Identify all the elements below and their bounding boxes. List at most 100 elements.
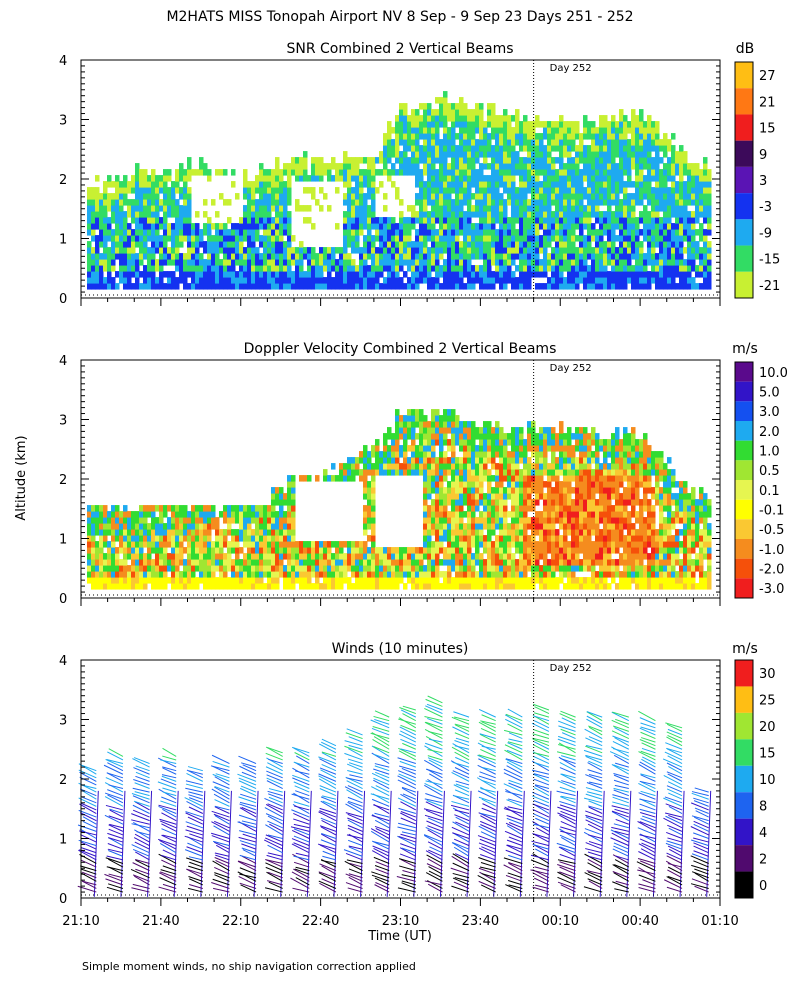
heatmap-cell xyxy=(239,265,244,272)
heatmap-cell xyxy=(435,409,440,416)
heatmap-cell xyxy=(439,253,444,260)
heatmap-cell xyxy=(175,277,180,284)
heatmap-cell xyxy=(571,121,576,128)
heatmap-cell xyxy=(651,211,656,218)
heatmap-cell xyxy=(459,247,464,254)
heatmap-cell xyxy=(343,553,348,560)
heatmap-cell xyxy=(459,553,464,560)
heatmap-cell xyxy=(223,253,228,260)
heatmap-cell xyxy=(443,241,448,248)
heatmap-cell xyxy=(203,271,208,278)
heatmap-cell xyxy=(459,463,464,470)
heatmap-cell xyxy=(379,169,384,176)
heatmap-cell xyxy=(351,565,356,572)
heatmap-cell xyxy=(303,541,308,548)
heatmap-cell xyxy=(155,223,160,230)
heatmap-cell xyxy=(427,235,432,242)
heatmap-cell xyxy=(595,163,600,170)
heatmap-cell xyxy=(407,409,412,416)
heatmap-cell xyxy=(319,541,324,548)
heatmap-cell xyxy=(183,283,188,290)
heatmap-cell xyxy=(515,133,520,140)
heatmap-cell xyxy=(603,217,608,224)
heatmap-cell xyxy=(483,235,488,242)
heatmap-cell xyxy=(511,241,516,248)
heatmap-cell xyxy=(527,217,532,224)
heatmap-cell xyxy=(111,277,116,284)
heatmap-cell xyxy=(283,241,288,248)
heatmap-cell xyxy=(103,217,108,224)
heatmap-cell xyxy=(471,133,476,140)
heatmap-cell xyxy=(659,223,664,230)
heatmap-cell xyxy=(283,217,288,224)
heatmap-cell xyxy=(215,553,220,560)
heatmap-cell xyxy=(287,553,292,560)
heatmap-cell xyxy=(407,571,412,578)
heatmap-cell xyxy=(635,235,640,242)
heatmap-cell xyxy=(159,565,164,572)
heatmap-cell xyxy=(499,127,504,134)
heatmap-cell xyxy=(111,235,116,242)
heatmap-cell xyxy=(163,559,168,566)
heatmap-cell xyxy=(147,217,152,224)
heatmap-cell xyxy=(623,133,628,140)
heatmap-cell xyxy=(671,133,676,140)
heatmap-cell xyxy=(151,517,156,524)
heatmap-cell xyxy=(99,505,104,512)
heatmap-cell xyxy=(175,199,180,206)
heatmap-cell xyxy=(435,433,440,440)
heatmap-cell xyxy=(591,283,596,290)
heatmap-cell xyxy=(227,271,232,278)
heatmap-cell xyxy=(323,169,328,176)
heatmap-cell xyxy=(439,451,444,458)
heatmap-cell xyxy=(371,469,376,476)
heatmap-cell xyxy=(351,571,356,578)
heatmap-cell xyxy=(135,229,140,236)
heatmap-cell xyxy=(259,577,264,584)
heatmap-cell xyxy=(479,121,484,128)
heatmap-cell xyxy=(527,241,532,248)
heatmap-cell xyxy=(447,577,452,584)
heatmap-cell xyxy=(387,157,392,164)
heatmap-cell xyxy=(619,253,624,260)
colorbar-label: 15 xyxy=(759,122,776,137)
heatmap-cell xyxy=(175,505,180,512)
heatmap-cell xyxy=(647,259,652,266)
heatmap-cell xyxy=(535,199,540,206)
heatmap-cell xyxy=(331,277,336,284)
heatmap-cell xyxy=(451,283,456,290)
heatmap-cell xyxy=(619,241,624,248)
heatmap-cell xyxy=(583,187,588,194)
heatmap-cell xyxy=(695,229,700,236)
heatmap-cell xyxy=(151,523,156,530)
heatmap-cell xyxy=(591,229,596,236)
heatmap-cell xyxy=(407,553,412,560)
heatmap-cell xyxy=(247,187,252,194)
heatmap-cell xyxy=(143,175,148,182)
heatmap-cell xyxy=(551,271,556,278)
heatmap-cell xyxy=(495,121,500,128)
heatmap-cell xyxy=(423,481,428,488)
heatmap-cell xyxy=(255,199,260,206)
heatmap-cell xyxy=(471,553,476,560)
heatmap-cell xyxy=(127,259,132,266)
heatmap-cell xyxy=(95,235,100,242)
heatmap-cell xyxy=(439,235,444,242)
heatmap-cell xyxy=(671,151,676,158)
heatmap-cell xyxy=(371,517,376,524)
heatmap-cell xyxy=(135,169,140,176)
heatmap-cell xyxy=(479,487,484,494)
heatmap-cell xyxy=(475,181,480,188)
heatmap-cell xyxy=(279,511,284,518)
heatmap-cell xyxy=(103,571,108,578)
heatmap-cell xyxy=(183,505,188,512)
heatmap-cell xyxy=(443,283,448,290)
heatmap-cell xyxy=(179,271,184,278)
heatmap-cell xyxy=(379,457,384,464)
heatmap-cell xyxy=(155,211,160,218)
heatmap-cell xyxy=(103,187,108,194)
heatmap-cell xyxy=(475,265,480,272)
heatmap-cell xyxy=(447,103,452,110)
heatmap-cell xyxy=(591,211,596,218)
heatmap-cell xyxy=(287,529,292,536)
